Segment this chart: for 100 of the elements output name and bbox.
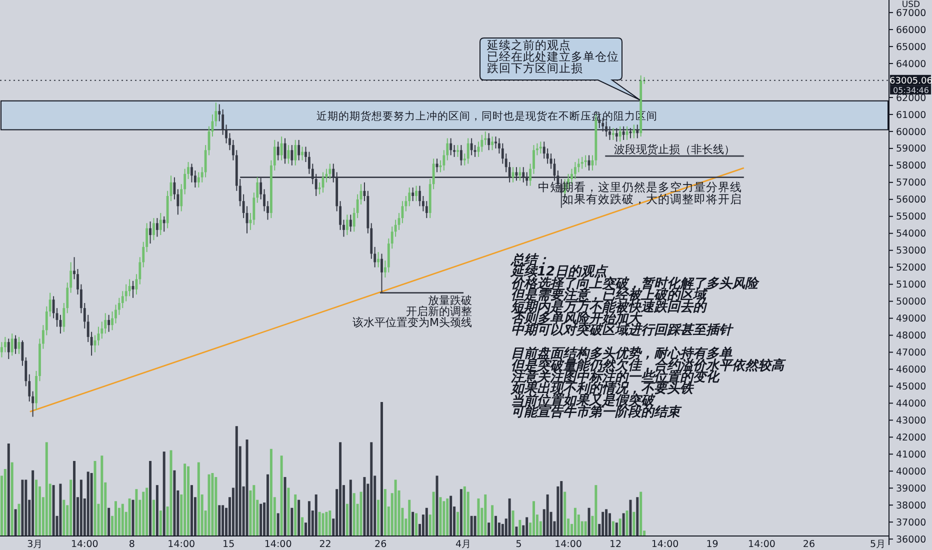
bar [470, 516, 473, 536]
x-tick-label: 4月 [455, 539, 472, 550]
bar [52, 485, 55, 536]
annotation: 波段现货止损（非长线） [614, 143, 735, 156]
bar [21, 480, 24, 536]
x-tick-label: 14:00 [748, 539, 776, 550]
bar [114, 501, 117, 536]
annotation: 延续之前的观点 [486, 38, 571, 52]
bar [546, 494, 549, 536]
bar [515, 526, 518, 536]
annotation: 放量跌破 [428, 294, 472, 307]
bar [622, 513, 625, 536]
y-tick-label: 46000 [896, 364, 926, 376]
bar [149, 460, 152, 536]
candlestick [162, 216, 166, 232]
y-tick-label: 55000 [896, 212, 926, 223]
bar [560, 481, 563, 536]
y-tick-label: 48000 [896, 330, 926, 342]
candlestick [290, 144, 294, 166]
bar [24, 480, 28, 536]
bar [80, 480, 82, 536]
candlestick [574, 162, 576, 180]
bar [636, 497, 639, 536]
bar [629, 500, 632, 536]
bar [460, 489, 462, 536]
bar [284, 477, 286, 536]
bar [456, 512, 459, 536]
candlestick [104, 312, 107, 334]
bar [7, 444, 10, 536]
bar [463, 486, 466, 536]
y-tick-label: 66000 [896, 24, 926, 36]
bar [70, 480, 72, 536]
bar [301, 517, 304, 536]
bar [280, 456, 283, 536]
bar [108, 508, 110, 536]
y-tick-label: 53000 [896, 246, 926, 257]
annotation: 已经在此处建立多单仓位 [487, 50, 619, 64]
bar [86, 472, 90, 536]
bar [322, 513, 324, 536]
bar [491, 505, 494, 536]
candlestick [7, 338, 10, 360]
bar [10, 462, 14, 536]
bar [574, 508, 576, 536]
y-tick-label: 67000 [896, 8, 926, 19]
x-tick-label: 22 [319, 539, 332, 550]
bar [208, 474, 210, 536]
candlestick [584, 154, 587, 168]
candlestick [280, 136, 283, 161]
bar [62, 500, 66, 536]
bar [121, 504, 124, 536]
bar [152, 500, 155, 536]
candlestick [159, 212, 162, 236]
bar [276, 513, 280, 536]
bar [211, 473, 214, 536]
annotation: 开启新的调整 [406, 305, 472, 318]
bar [287, 488, 290, 536]
bar [450, 496, 452, 536]
bar [377, 500, 380, 536]
bar [380, 402, 383, 536]
bar [512, 510, 514, 536]
candlestick [346, 214, 348, 236]
bar [235, 426, 238, 536]
bar [432, 492, 435, 536]
bar [508, 498, 511, 536]
y-tick-label: 47000 [896, 348, 926, 359]
text: 05:34:46 [893, 86, 929, 95]
candlestick [580, 156, 584, 170]
y-tick-label: 38000 [896, 500, 926, 512]
candlestick [456, 144, 459, 158]
x-tick-label: 12 [609, 539, 622, 550]
bar [35, 480, 38, 536]
bar [156, 485, 158, 536]
candlestick [377, 252, 380, 268]
candlestick [466, 138, 470, 164]
x-tick-label: 14:00 [554, 539, 582, 550]
bar [328, 510, 332, 536]
bar [526, 517, 528, 536]
candlestick [152, 218, 155, 241]
candlestick [539, 141, 542, 154]
y-tick-label: 60000 [896, 126, 926, 138]
bar [632, 512, 636, 536]
bar [488, 522, 490, 536]
bar [14, 509, 17, 536]
y-tick-label: 58000 [896, 160, 926, 172]
candlestick [301, 146, 304, 161]
bar [360, 492, 362, 536]
candlestick [156, 218, 158, 238]
x-tick-label: 8 [128, 539, 135, 550]
candlestick [222, 108, 224, 136]
annotation: 跌回下方区间止损 [487, 61, 583, 75]
bar [90, 473, 93, 536]
candlestick [636, 124, 639, 139]
bar [260, 504, 262, 536]
candlestick [477, 141, 480, 158]
candlestick [512, 166, 514, 183]
y-tick-label: 64000 [896, 58, 926, 70]
candlestick [460, 144, 462, 166]
y-tick-label: 59000 [896, 144, 926, 155]
bar [45, 442, 48, 536]
bar [128, 498, 131, 536]
